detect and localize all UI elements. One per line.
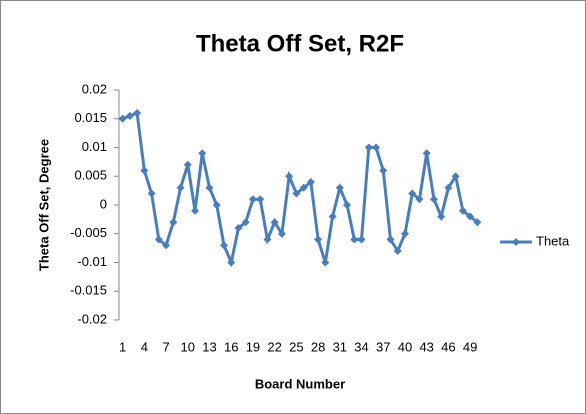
point-marker [234,224,243,232]
point-marker [328,212,337,221]
x-tick-label: 28 [311,339,325,354]
point-marker [335,183,344,192]
point-marker [219,241,228,250]
point-marker [292,189,301,198]
point-marker [386,235,395,244]
y-tick-label: -0.02 [77,311,107,326]
legend-label: Theta [536,233,570,248]
chart-title: Theta Off Set, R2F [196,30,404,57]
point-marker [125,111,134,120]
point-marker [140,166,149,175]
point-marker [227,258,236,267]
point-marker [444,183,453,192]
y-tick-label: 0.005 [74,168,107,183]
point-marker [451,172,460,181]
point-marker [191,206,200,215]
point-marker [408,189,417,198]
x-tick-label: 13 [202,339,216,354]
point-marker [458,206,467,215]
x-tick-label: 37 [376,339,390,354]
point-marker [393,247,402,255]
y-axis-label: Theta Off Set, Degree [36,139,51,271]
point-marker [285,172,294,181]
x-axis-label: Board Number [255,376,345,391]
point-marker [212,201,221,209]
point-marker [437,212,446,221]
point-marker [133,109,142,117]
y-tick-label: -0.005 [70,225,107,240]
point-marker [270,218,279,227]
point-marker [263,235,272,244]
point-marker [364,143,373,152]
y-tick-label: 0 [100,196,107,211]
x-tick-label: 40 [398,339,412,354]
point-marker [248,195,257,204]
point-marker [379,166,388,175]
point-marker [314,235,323,244]
point-marker [299,183,308,192]
x-tick-label: 7 [162,339,169,354]
y-tick-label: 0.01 [82,139,107,154]
point-marker [154,235,163,244]
point-marker [350,235,359,244]
point-marker [176,183,185,192]
x-tick-label: 4 [141,339,148,354]
point-marker [256,195,265,204]
x-tick-label: 1 [119,339,126,354]
point-marker [306,178,315,186]
y-tick-label: -0.015 [70,283,107,298]
x-tick-label: 49 [463,339,477,354]
point-marker [422,149,431,158]
point-marker [466,212,475,221]
y-tick-label: 0.015 [74,110,107,125]
point-marker [169,218,178,227]
point-marker [372,143,381,152]
point-marker [473,218,482,227]
y-tick-label: 0.02 [82,81,107,96]
y-tick-label: -0.01 [77,254,107,269]
point-marker [147,189,156,198]
legend-marker [512,238,520,246]
point-marker [343,201,352,209]
point-marker [357,235,366,244]
x-tick-label: 25 [289,339,303,354]
point-marker [198,149,207,158]
point-marker [205,183,214,192]
point-marker [118,114,127,123]
point-marker [183,160,192,169]
point-marker [241,218,250,227]
x-tick-label: 16 [224,339,238,354]
x-tick-label: 34 [354,339,368,354]
point-marker [429,195,438,204]
x-tick-label: 19 [246,339,260,354]
x-tick-label: 10 [181,339,195,354]
x-tick-label: 46 [441,339,455,354]
point-marker [162,241,171,250]
point-marker [415,195,424,204]
point-marker [321,258,330,267]
point-marker [400,229,409,238]
x-tick-label: 31 [333,339,347,354]
point-marker [277,229,286,238]
x-tick-label: 43 [419,339,433,354]
x-tick-label: 22 [267,339,281,354]
